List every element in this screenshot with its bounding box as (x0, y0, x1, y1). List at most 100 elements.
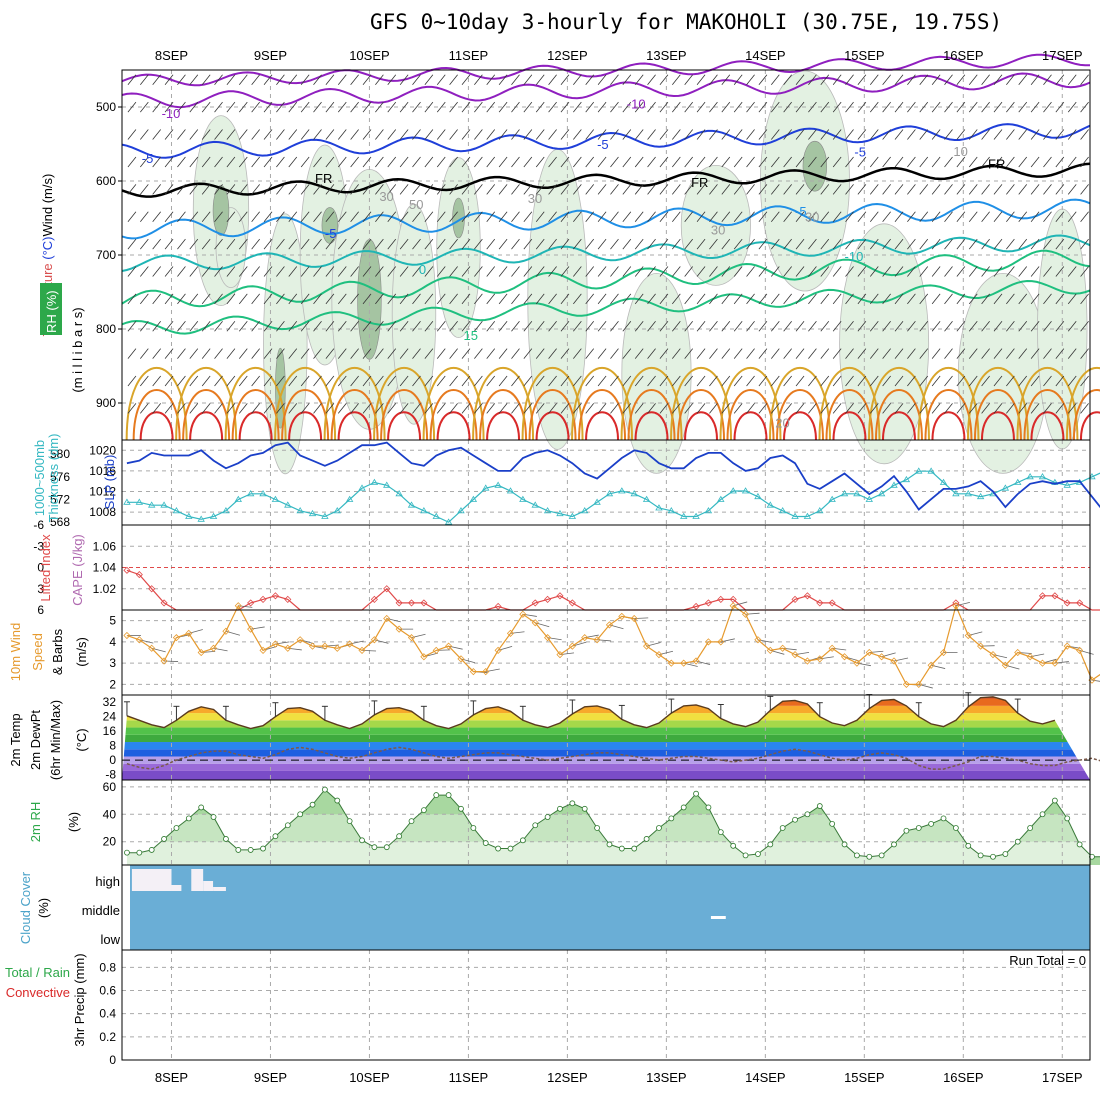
wind-barb (820, 156, 830, 168)
isotherm-label: -5 (854, 145, 866, 160)
wind-barb (795, 403, 805, 414)
rh-high-blob (802, 140, 828, 192)
wind-barb (548, 266, 557, 277)
wind-barb (263, 184, 273, 195)
wind-speed-point (803, 657, 811, 665)
wind-barb (845, 101, 854, 113)
thickness-point (877, 490, 886, 497)
rh-point (643, 836, 650, 842)
rh-point (816, 803, 823, 809)
wind-barb (907, 211, 916, 222)
high-cloud-block (171, 885, 182, 891)
wind-barb (894, 211, 904, 222)
wind-barb (968, 293, 978, 305)
wind-barb (201, 238, 211, 250)
wind-barb (907, 348, 916, 359)
wind-barb (944, 266, 953, 277)
thickness-tick-label: 572 (50, 493, 70, 507)
wind-barb (288, 375, 298, 387)
wind-barb (820, 348, 830, 359)
wind-barb (461, 129, 471, 140)
wind-barb (1067, 403, 1077, 414)
wind-barb (1006, 238, 1015, 250)
wind-barb (238, 403, 248, 414)
slp-axis-label: SLP (mb) (102, 455, 117, 510)
lifted-index-point (1051, 592, 1059, 600)
lifted-index-point (383, 585, 391, 593)
wind-barb (981, 403, 990, 414)
wind-speed-point (902, 680, 910, 688)
thickness-point (1026, 473, 1034, 480)
wind-barb (251, 266, 260, 277)
wind-barb (300, 184, 310, 195)
wind-barb (461, 74, 471, 86)
wind-barb (1080, 320, 1089, 332)
wind-barb (152, 129, 161, 140)
wind-barb (869, 348, 879, 359)
isotherm-label: -10 (627, 96, 646, 111)
wind-barb (300, 74, 310, 86)
wind-barb (696, 238, 706, 250)
wind-barb (709, 348, 718, 359)
wind-barb (573, 129, 582, 140)
wind-barb (1006, 74, 1015, 86)
wind-barb (461, 266, 471, 277)
wind-barb (412, 129, 421, 140)
wind-barb (845, 375, 854, 387)
wind-barb (882, 129, 891, 140)
wind-barb (177, 129, 186, 140)
wind-barb (375, 184, 384, 195)
wind-barb (585, 74, 595, 86)
wind-barb (1080, 184, 1089, 195)
wind-barb (276, 129, 285, 140)
wind-barb (226, 320, 236, 332)
wind-barb (1067, 320, 1077, 332)
wind-barb (1030, 156, 1040, 168)
wind-barb (214, 101, 223, 113)
wind-barb (387, 184, 397, 195)
isotherm-loop (634, 411, 669, 441)
wind-barb (350, 266, 359, 277)
wind-barb (263, 403, 273, 414)
isotherm-loop (832, 411, 867, 441)
wind-barb (746, 74, 755, 86)
thickness-point (135, 498, 144, 505)
wind-barb (931, 375, 941, 387)
wind-barb (944, 101, 953, 113)
rh-point (631, 845, 638, 852)
wind-barb (956, 293, 966, 305)
wind-speed-point (840, 653, 849, 661)
wind-barb (1030, 403, 1040, 414)
wind-barb (127, 375, 137, 387)
wind-barb (511, 211, 520, 222)
panel-frame (121, 949, 1091, 1061)
wind-barb (412, 375, 421, 387)
wind-speed-point (927, 661, 935, 669)
wind-barb (251, 348, 260, 359)
wind-speed-point (1001, 661, 1009, 669)
wind-barb (362, 375, 372, 387)
wind-barb (770, 211, 780, 222)
wind-barb (857, 156, 867, 168)
wind-barb (139, 156, 149, 168)
wind-barb (573, 293, 582, 305)
wind-barb (399, 74, 409, 86)
wind-barb (139, 101, 149, 113)
rh-tick-label: 60 (103, 780, 117, 794)
wind-barb (325, 293, 335, 305)
rh-point (854, 852, 860, 859)
wind-barb (857, 348, 867, 359)
wind-barb (956, 74, 966, 86)
wind-barb (387, 293, 397, 305)
rh-point (334, 797, 341, 804)
wind-barb (647, 320, 656, 332)
wind-barb (758, 129, 768, 140)
wind-barb (993, 348, 1003, 359)
wind-barb (362, 184, 372, 195)
wind-barb (919, 211, 929, 222)
wind-barb (251, 184, 260, 195)
precip-total-label: Total / Rain (5, 965, 70, 980)
wind-barb (1006, 211, 1015, 222)
wind-barb (894, 348, 904, 359)
wind-barb (770, 74, 780, 86)
